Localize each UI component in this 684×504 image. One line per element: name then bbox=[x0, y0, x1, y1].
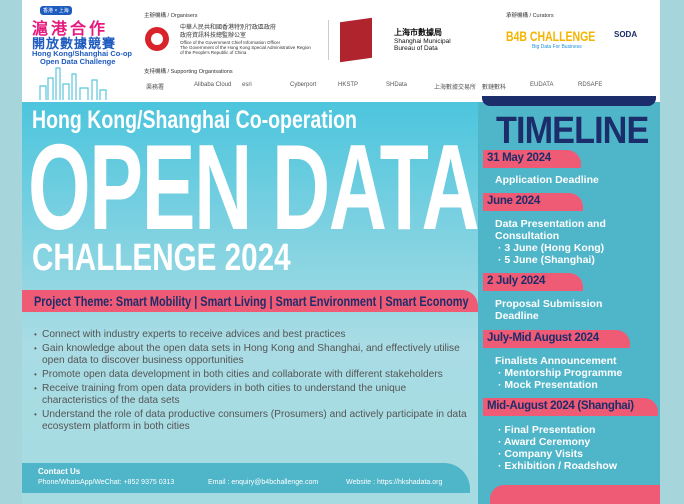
divider bbox=[328, 20, 329, 60]
shanghai-bureau-emblem bbox=[340, 17, 372, 63]
timeline-date: 2 July 2024 bbox=[483, 273, 583, 291]
logo-en-title-2: Open Data Challenge bbox=[40, 57, 116, 66]
supporter-logo: RDSAFE bbox=[578, 82, 603, 88]
b4b-logo: B4B CHALLENGE Big Data For Business bbox=[506, 28, 596, 50]
timeline-bottom-bar bbox=[490, 485, 660, 504]
supporter-logo: EUDATA bbox=[530, 82, 554, 88]
benefits-list: Connect with industry experts to receive… bbox=[34, 329, 474, 435]
contact-email[interactable]: Email : enquiry@b4bchallenge.com bbox=[208, 479, 319, 486]
timeline-item: Application Deadline bbox=[495, 174, 599, 186]
project-theme: Project Theme: Smart Mobility | Smart Li… bbox=[34, 293, 469, 309]
logo-zh-title-1: 滬港合作 bbox=[32, 21, 109, 38]
list-item: Promote open data development in both ci… bbox=[34, 369, 474, 381]
list-item: Receive training from open data provider… bbox=[34, 383, 474, 407]
list-item: Connect with industry experts to receive… bbox=[34, 329, 474, 341]
supporter-logo: Alibaba Cloud bbox=[194, 82, 232, 88]
timeline-date: July-Mid August 2024 bbox=[483, 330, 630, 348]
ogcio-name: 中華人民共和國香港特別行政區政府 政府資訊科技總監辦公室 Office of t… bbox=[180, 25, 311, 55]
logo-badge: 香港 × 上海 bbox=[40, 6, 72, 15]
timeline-date: Mid-August 2024 (Shanghai) bbox=[483, 398, 658, 416]
hksar-emblem-icon bbox=[145, 27, 169, 51]
supporter-logo: esri bbox=[242, 82, 252, 88]
timeline-top-bar bbox=[482, 96, 656, 106]
hero-title-year: CHALLENGE 2024 bbox=[32, 237, 291, 279]
supporter-logo: Cyberport bbox=[290, 82, 317, 88]
timeline-item: Data Presentation and Consultation · 3 Jun… bbox=[495, 218, 606, 266]
timeline-item: Proposal Submission Deadline bbox=[495, 298, 603, 322]
supporter-logo: SHData bbox=[386, 82, 408, 88]
logo-en-title-1: Hong Kong/Shanghai Co-op bbox=[32, 49, 132, 58]
timeline-title: TIMELINE bbox=[496, 110, 649, 152]
hero-title: OPEN DATA bbox=[28, 119, 480, 255]
soda-logo: SODA bbox=[614, 30, 638, 39]
competition-logo: 香港 × 上海 滬港合作 開放數據競賽 Hong Kong/Shanghai C… bbox=[30, 6, 132, 100]
supporter-logo: 數鏈數科 bbox=[482, 85, 507, 91]
timeline-date: 31 May 2024 bbox=[483, 150, 581, 168]
supporting-label: 支持機構 / Supporting Organisations bbox=[144, 69, 233, 75]
project-theme-bar: Project Theme: Smart Mobility | Smart Li… bbox=[22, 290, 478, 312]
timeline-item: · Final Presentation · Award Ceremony · Co… bbox=[498, 424, 617, 472]
shanghai-bureau-name: 上海市數據局 Shanghai Municipal Bureau of Data bbox=[394, 28, 451, 52]
list-item: Gain knowledge about the open data sets … bbox=[34, 343, 474, 367]
hero-subtitle: Hong Kong/Shanghai Co-operation bbox=[32, 106, 357, 134]
contact-title: Contact Us bbox=[38, 467, 81, 476]
timeline-item: Finalists Announcement · Mentorship Progr… bbox=[495, 355, 623, 391]
list-item: Understand the role of data productive c… bbox=[34, 409, 474, 433]
supporter-logo: HKSTP bbox=[338, 82, 359, 88]
timeline-panel: TIMELINE 31 May 2024 Application Deadlin… bbox=[478, 102, 660, 504]
timeline-date: June 2024 bbox=[483, 193, 583, 211]
curators-label: 承辦機構 / Curators bbox=[506, 13, 554, 19]
header-banner: 香港 × 上海 滬港合作 開放數據競賽 Hong Kong/Shanghai C… bbox=[22, 0, 660, 102]
skyline-icon bbox=[39, 67, 107, 100]
supporter-logo: 渠務署 bbox=[146, 85, 165, 91]
logo-zh-title-2: 開放數據競賽 bbox=[32, 36, 117, 51]
main-panel: Hong Kong/Shanghai Co-operation OPEN DAT… bbox=[22, 102, 480, 504]
contact-bar: Contact Us Phone/WhatsApp/WeChat: +852 9… bbox=[22, 463, 470, 493]
contact-phone: Phone/WhatsApp/WeChat: +852 9375 0313 bbox=[38, 479, 175, 486]
organisers-label: 主辦機構 / Organisers bbox=[144, 13, 198, 19]
supporter-logo: 上海數據交易所 bbox=[434, 85, 477, 91]
contact-website[interactable]: Website : https://hkshadata.org bbox=[346, 479, 443, 486]
